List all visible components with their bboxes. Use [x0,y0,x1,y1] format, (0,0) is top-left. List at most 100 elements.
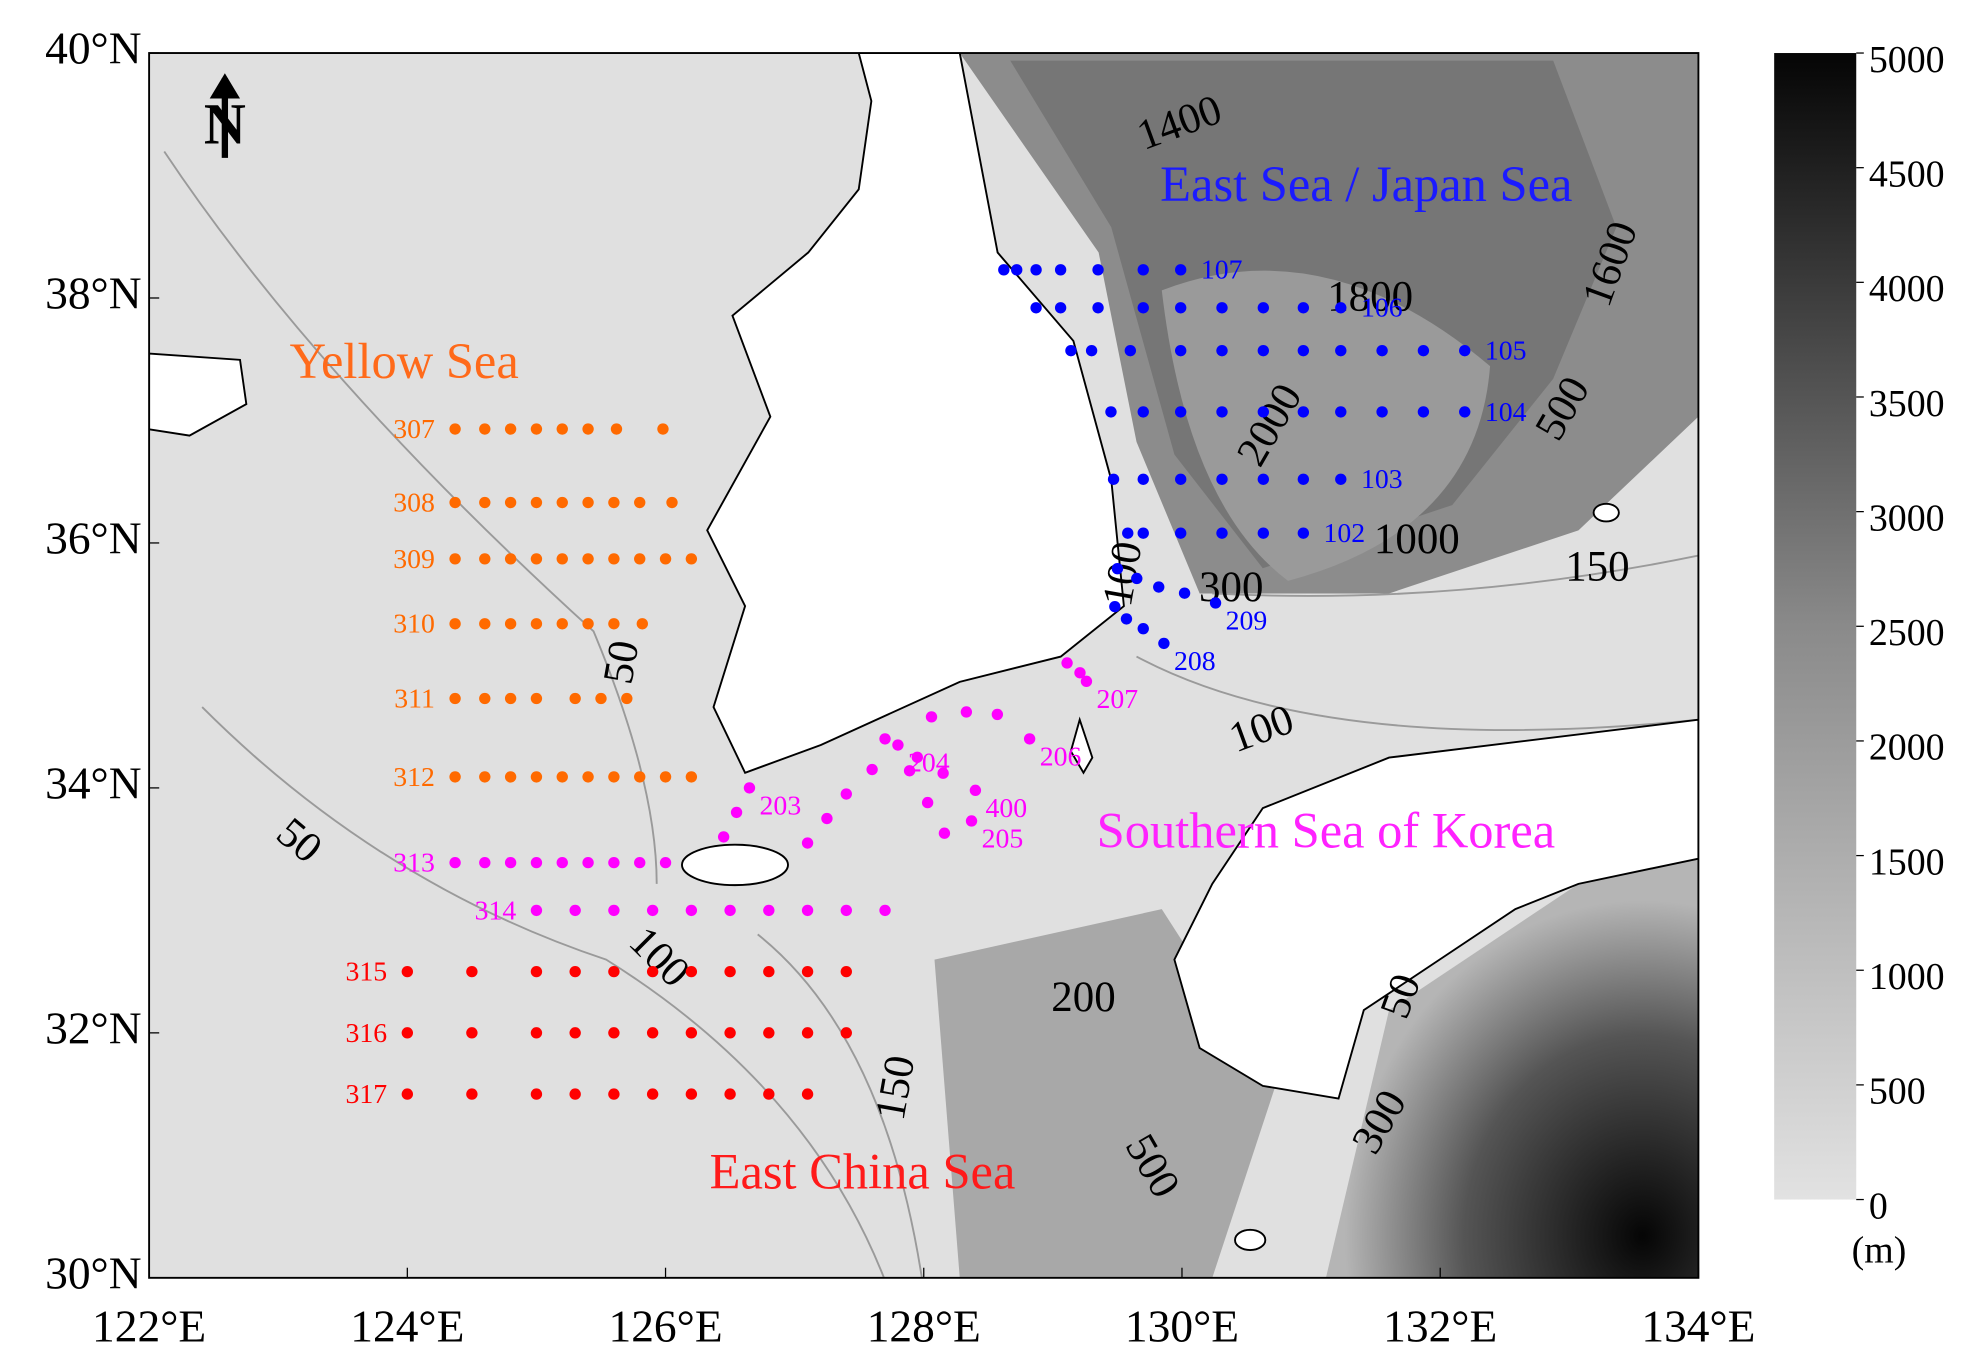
station [1137,406,1149,418]
station-label: 103 [1361,464,1403,495]
x-tick-label: 122°E [92,1300,206,1351]
station [466,965,478,978]
x-tick-label: 128°E [867,1300,981,1351]
station [556,553,568,565]
station [608,904,620,917]
station [504,771,517,783]
station [685,553,698,565]
station [449,618,461,630]
station [1030,302,1042,314]
ulleung-basin [1161,270,1491,581]
station [608,965,620,978]
x-tick-label: 130°E [1125,1300,1239,1351]
station [401,965,414,978]
station [466,1088,478,1100]
station-label: 208 [1174,646,1216,677]
station-label: 311 [394,683,435,714]
station [608,1027,620,1039]
station [1131,572,1143,585]
station [724,1088,736,1100]
station [730,806,743,819]
station-label: 308 [393,487,435,518]
station [634,856,646,869]
station [840,965,852,978]
shandong-tip [149,352,248,437]
colorbar [1774,53,1857,1200]
station [504,423,517,435]
station [479,423,491,435]
station-label: 307 [393,414,435,445]
station [1459,406,1471,418]
station [938,827,951,839]
station [479,856,491,869]
station [1257,406,1269,418]
station [1175,406,1187,418]
station-label: 204 [908,748,950,779]
station [530,553,543,565]
station [608,856,620,869]
station [840,904,852,917]
station [1175,264,1187,276]
station [1030,264,1042,276]
station [1124,344,1137,357]
station [801,1027,814,1039]
station [1137,527,1149,539]
x-tick-label: 132°E [1383,1300,1497,1351]
island [1234,1228,1267,1251]
station [556,771,568,783]
colorbar-tick-label: 1000 [1869,956,1945,998]
station [1335,406,1347,418]
station [449,496,461,509]
station [569,1027,581,1039]
station [1158,637,1170,650]
station-label: 105 [1485,336,1527,367]
station [879,904,891,917]
station [556,856,568,869]
station-label: 317 [345,1079,387,1110]
station [449,771,461,783]
station [1107,473,1120,485]
station [479,692,491,705]
station [1111,562,1124,575]
pacific-deep [1325,858,1699,1278]
station [1257,527,1269,539]
region-label: Southern Sea of Korea [1097,802,1556,858]
station [1137,623,1149,635]
station [1122,527,1134,539]
region-label: Yellow Sea [290,333,519,389]
station [1137,302,1149,314]
station [530,1027,543,1039]
colorbar-tick-label: 500 [1869,1071,1926,1113]
station [866,763,878,776]
station [801,1088,814,1100]
contour-line [163,150,658,884]
station [1054,264,1067,276]
station [1216,473,1228,485]
station [530,965,543,978]
station [1417,344,1430,357]
station [556,496,568,509]
station [1335,302,1347,314]
station [608,553,620,565]
colorbar-tick-label: 4000 [1869,268,1945,310]
station [724,965,736,978]
station [582,496,594,509]
station [892,739,904,751]
contour-label: 200 [1051,974,1115,1021]
station [449,692,461,705]
station [965,815,978,827]
station [449,423,461,435]
station [1257,344,1269,357]
station [610,423,623,435]
station [646,1088,659,1100]
station [1074,667,1086,679]
station [937,767,949,779]
station [582,856,594,869]
station [801,965,814,978]
station [530,856,543,869]
station [504,692,517,705]
station [1175,527,1187,539]
station [903,765,916,777]
